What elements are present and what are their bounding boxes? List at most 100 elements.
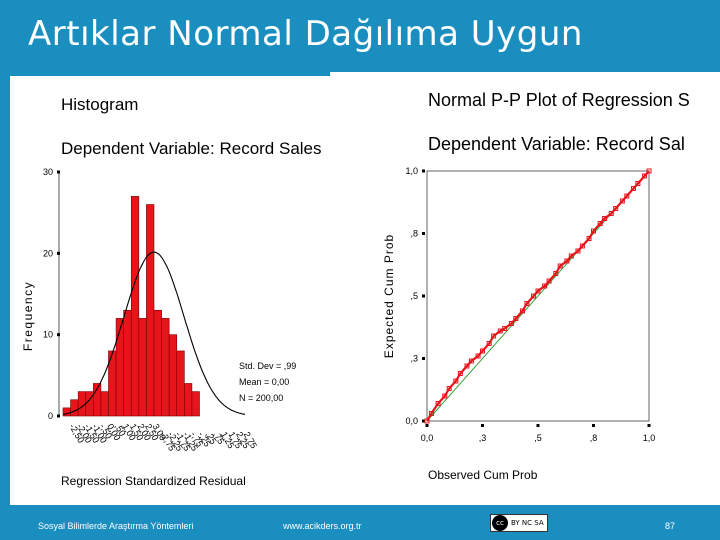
pp-y-tick-label: 1,0 xyxy=(405,166,418,176)
pp-y-tick-1 xyxy=(422,357,425,360)
histogram-bar xyxy=(161,318,170,417)
pp-x-tick-label: ,8 xyxy=(590,433,598,443)
histogram-stat: Mean = 0,00 xyxy=(239,377,289,387)
histogram-bar xyxy=(62,407,71,417)
pp-point xyxy=(428,411,434,416)
pp-point xyxy=(446,386,452,391)
pp-y-tick-label: ,3 xyxy=(410,354,418,364)
pp-y-tick-0 xyxy=(422,419,425,423)
pp-point xyxy=(424,418,430,424)
title-band-edge xyxy=(10,72,330,76)
pp-y-tick-label: ,5 xyxy=(410,291,418,301)
histogram-stat: N = 200,00 xyxy=(239,393,283,403)
pp-point xyxy=(586,236,592,241)
pp-y-tick-2 xyxy=(422,294,425,298)
pp-point xyxy=(568,253,574,259)
pp-point xyxy=(624,193,630,199)
histogram-y-label: Frequency xyxy=(21,281,35,351)
pp-point xyxy=(542,283,548,289)
pp-point xyxy=(630,186,636,191)
histogram-bar xyxy=(123,309,132,417)
pp-point xyxy=(646,168,652,174)
histogram-bar xyxy=(176,350,185,417)
pp-y-tick-label: 0,0 xyxy=(405,416,418,426)
footer-url[interactable]: www.acikders.org.tr xyxy=(283,521,362,531)
pp-x-tick-3 xyxy=(592,424,595,427)
pp-point xyxy=(453,378,459,384)
pp-x-tick-1 xyxy=(481,424,484,427)
pp-point xyxy=(597,221,603,226)
histogram-bar xyxy=(130,196,140,417)
pp-x-tick-2 xyxy=(536,424,540,427)
pp-x-tick-label: 1,0 xyxy=(643,433,656,443)
histogram-y-tick-label: 0 xyxy=(48,411,53,421)
pp-point xyxy=(486,341,492,346)
pp-subtitle: Dependent Variable: Record Sal xyxy=(428,134,685,154)
pp-point xyxy=(546,278,552,284)
pp-x-tick-4 xyxy=(647,424,651,427)
histogram-y-tick-label: 20 xyxy=(43,248,53,258)
pp-point xyxy=(513,316,519,321)
histogram-bar xyxy=(115,318,124,417)
pp-point xyxy=(608,211,614,216)
histogram-bar xyxy=(70,399,79,417)
histogram-bar xyxy=(184,383,193,417)
pp-point xyxy=(564,258,570,264)
pp-y-label: Expected Cum Prob xyxy=(382,234,396,358)
pp-x-label: Observed Cum Prob xyxy=(428,468,538,482)
pp-point xyxy=(557,263,563,269)
pp-point xyxy=(475,353,481,359)
pp-x-tick-label: 0,0 xyxy=(421,433,434,443)
histogram-bar xyxy=(100,391,109,417)
pp-point xyxy=(579,243,585,249)
histogram-subtitle: Dependent Variable: Record Sales xyxy=(61,139,322,158)
pp-plot-chart: Normal P-P Plot of Regression S Dependent… xyxy=(382,90,690,482)
pp-point xyxy=(591,228,596,234)
histogram-y-tick-0 xyxy=(57,414,60,418)
pp-x-tick-label: ,5 xyxy=(534,433,542,443)
normal-curve xyxy=(62,251,246,415)
histogram-stat: Std. Dev = ,99 xyxy=(239,361,296,371)
pp-point xyxy=(531,293,537,299)
pp-point xyxy=(442,393,448,399)
histogram-bar xyxy=(168,334,178,417)
pp-point xyxy=(508,321,514,326)
histogram-y-tick-3 xyxy=(57,170,60,174)
pp-point xyxy=(468,358,474,364)
histogram-chart: Histogram Dependent Variable: Record Sale… xyxy=(21,95,322,488)
pp-point xyxy=(491,333,497,339)
slide-title: Artıklar Normal Dağılıma Uygun xyxy=(28,14,583,54)
pp-point xyxy=(524,301,530,306)
footer-bar xyxy=(0,505,720,540)
cc-icon: cc xyxy=(492,515,508,531)
pp-point xyxy=(435,401,441,406)
pp-point xyxy=(457,371,463,376)
pp-y-tick-4 xyxy=(422,169,425,173)
pp-x-tick-label: ,3 xyxy=(479,433,487,443)
histogram-bar xyxy=(153,309,162,417)
pp-point xyxy=(535,288,541,294)
pp-point xyxy=(602,216,608,221)
pp-point xyxy=(553,271,559,276)
histogram-x-label: Regression Standardized Residual xyxy=(61,474,246,488)
histogram-y-tick-2 xyxy=(57,251,60,255)
cc-license-badge: cc BY NC SA xyxy=(490,514,548,532)
pp-point xyxy=(575,248,581,254)
histogram-title: Histogram xyxy=(61,95,138,114)
footer-course: Sosyal Bilimlerde Araştırma Yöntemleri xyxy=(38,521,194,531)
pp-y-tick-label: ,8 xyxy=(410,229,418,239)
pp-point xyxy=(613,206,619,211)
page-number: 87 xyxy=(665,521,676,531)
license-badge-text: BY NC SA xyxy=(511,519,544,527)
pp-x-tick-0 xyxy=(425,424,429,427)
pp-point xyxy=(464,363,470,369)
histogram-bar xyxy=(77,391,87,417)
pp-title: Normal P-P Plot of Regression S xyxy=(428,90,690,110)
histogram-y-tick-label: 30 xyxy=(43,167,53,177)
pp-point xyxy=(635,181,641,186)
histogram-bar xyxy=(191,391,200,417)
histogram-y-tick-1 xyxy=(57,333,60,337)
histogram-y-tick-label: 10 xyxy=(43,330,53,340)
pp-point xyxy=(619,198,625,204)
histogram-bar xyxy=(146,204,155,417)
